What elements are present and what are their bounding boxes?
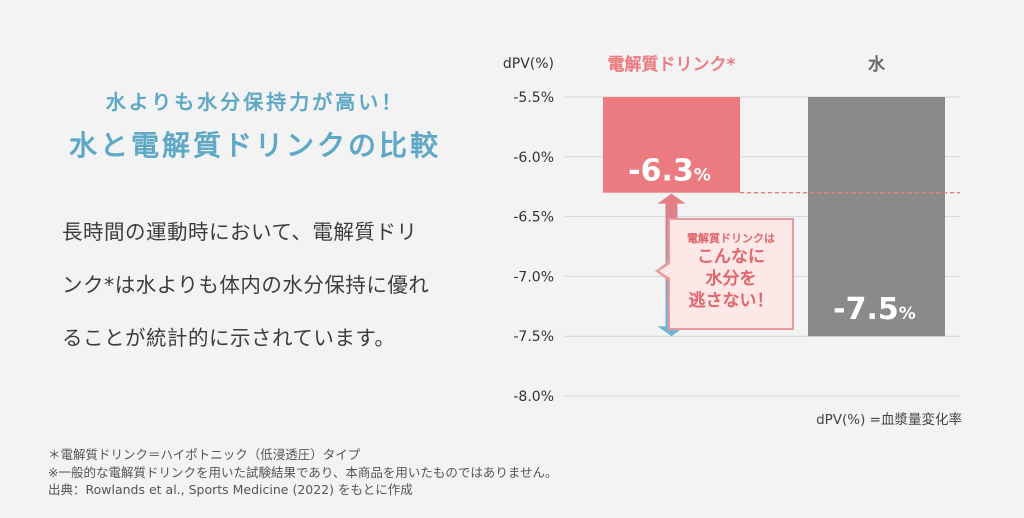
footnote: 出典：Rowlands et al., Sports Medicine (202… <box>48 482 413 497</box>
callout-tail-inner <box>659 264 670 278</box>
page-title: 水と電解質ドリンクの比較 <box>68 129 441 162</box>
description: 長時間の運動時において、電解質ドリ ンク*は水よりも体内の水分保持に優れ ること… <box>62 206 457 365</box>
y-tick-label: -6.0% <box>513 150 554 166</box>
footnotes: ＊電解質ドリンク＝ハイポトニック（低浸透圧）タイプ ※一般的な電解質ドリンクを用… <box>48 446 557 499</box>
callout-line: 水分を <box>705 269 757 289</box>
y-tick-label: -8.0% <box>513 389 554 405</box>
value-unit: % <box>694 166 711 186</box>
callout-line: こんなに <box>697 247 765 267</box>
description-line: 長時間の運動時において、電解質ドリ <box>62 220 418 244</box>
value-label: -6.3% <box>628 154 711 189</box>
value-unit: % <box>899 304 916 324</box>
bar <box>808 97 945 337</box>
category-label: 水 <box>868 54 886 75</box>
y-axis-label: dPV(%) <box>503 56 554 72</box>
footnote: ＊電解質ドリンク＝ハイポトニック（低浸透圧）タイプ <box>48 447 361 462</box>
bar <box>603 97 740 193</box>
value-number: -6.3 <box>628 154 694 189</box>
description-line: ることが統計的に示されています。 <box>62 326 396 350</box>
y-tick-label: -7.5% <box>513 329 554 345</box>
value-number: -7.5 <box>833 292 899 327</box>
description-line: ンク*は水よりも体内の水分保持に優れ <box>62 273 430 297</box>
callout-line: 逃さない！ <box>688 291 774 311</box>
y-tick-label: -5.5% <box>513 90 554 106</box>
footnote: ※一般的な電解質ドリンクを用いた試験結果であり、本商品を用いたものではありません… <box>48 464 558 480</box>
callout-box: 電解質ドリンクは こんなに 水分を 逃さない！ <box>668 218 794 330</box>
y-tick-label: -6.5% <box>513 210 554 226</box>
chart-note: dPV(%) =血漿量変化率 <box>816 411 962 428</box>
value-label: -7.5% <box>833 292 916 327</box>
subtitle: 水よりも水分保持力が高い！ <box>105 90 405 114</box>
category-label: 電解質ドリンク* <box>608 54 736 75</box>
callout-small-text: 電解質ドリンクは <box>687 232 775 245</box>
y-tick-label: -7.0% <box>513 269 554 285</box>
